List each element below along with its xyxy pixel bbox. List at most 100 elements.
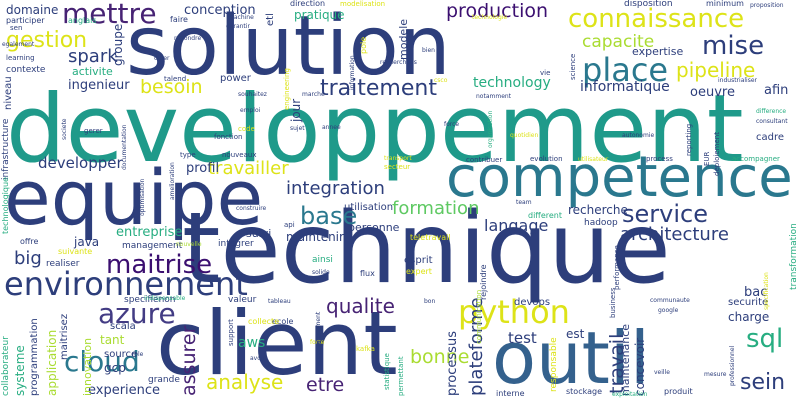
word-entreprise: entreprise	[116, 225, 183, 240]
word-concevoir: concevoir	[633, 337, 647, 396]
word-evolution: evolution	[530, 155, 563, 163]
word-secteur: secteur	[384, 163, 411, 171]
word-collecte: collecte	[248, 317, 280, 326]
word-responsable: responsable	[549, 337, 559, 392]
word-technologique: technologique	[1, 177, 10, 234]
word-suivante: suivante	[58, 247, 93, 256]
word-creer: creer	[154, 55, 170, 62]
word-conception: conception	[184, 3, 256, 18]
word-ainsi: ainsi	[312, 255, 333, 265]
word-developpement: developpement	[6, 75, 744, 184]
word-direction: direction	[290, 0, 326, 8]
word-optimisation: optimisation	[139, 178, 146, 216]
word-sujet: sujet	[290, 125, 305, 132]
word-exploitation: exploitation	[612, 391, 648, 398]
word-niveau: niveau	[3, 76, 14, 110]
word-annee: annee	[322, 124, 341, 131]
word-technology: technology	[473, 75, 551, 91]
word-notamment: notamment	[476, 93, 512, 100]
word-client: client	[156, 292, 398, 395]
word-code: code	[238, 125, 255, 133]
word-maintenance: maintenance	[619, 323, 632, 396]
word-documentation: documentation	[121, 124, 128, 170]
word-repondre: repondre	[174, 35, 202, 42]
word-grande: grande	[148, 375, 180, 385]
word-experience: experience	[88, 383, 161, 398]
word-innovation: innovation	[81, 337, 94, 396]
word-jour: jour	[289, 98, 303, 122]
word-langage: langage	[484, 216, 549, 235]
word-eur: EUR	[703, 151, 711, 166]
word-suivi: suivi	[246, 227, 272, 240]
word-forte: forte	[310, 339, 325, 346]
word-source: source	[104, 349, 138, 360]
word-autonomie: autonomie	[622, 132, 655, 139]
word-flux: flux	[360, 269, 375, 278]
word-capacite: capacite	[582, 32, 655, 52]
word-gerer: gerer	[84, 127, 103, 135]
word-nouveaux: nouveaux	[222, 151, 257, 159]
word-besoin: besoin	[140, 76, 203, 98]
word-machine: machine	[228, 14, 254, 21]
word-professionnel: professionnel	[729, 345, 736, 386]
word-competence: competence	[446, 145, 793, 210]
word-consultant: consultant	[756, 118, 788, 125]
word-emploi: emploi	[240, 107, 261, 114]
word-produit: produit	[664, 387, 693, 396]
word-participer: participer	[6, 16, 45, 25]
word-aws: aws	[238, 335, 266, 351]
word-gcp: gcp	[104, 361, 126, 375]
word-industrialiser: industrialiser	[718, 77, 757, 84]
word-transformation: transformation	[789, 223, 799, 290]
word-kafka: kafka	[356, 345, 375, 353]
word-learning: learning	[6, 54, 35, 62]
word-modele: modele	[397, 18, 410, 60]
word-maitrise: maitrise	[106, 250, 213, 280]
word-accompagner: accompagner	[732, 155, 780, 163]
word-avoir: avoir	[250, 355, 266, 362]
word-sen: sen	[10, 24, 23, 32]
word-expertise: expertise	[632, 45, 684, 58]
word-assurer: assurer	[178, 325, 200, 396]
word-csco: csco	[434, 77, 448, 84]
word-maintenir: maintenir	[286, 230, 344, 244]
word-outil: outil	[492, 316, 650, 400]
word-permettant: permettant	[397, 356, 405, 396]
word-engineering: engineering	[283, 68, 291, 110]
word-quotidien: quotidien	[510, 132, 539, 139]
word-talend: talend	[164, 75, 187, 83]
word-cloud: cloud	[64, 345, 140, 378]
word-statistique: statistique	[383, 353, 391, 390]
word-architecture: architecture	[620, 224, 729, 245]
word-etl: etl	[265, 13, 276, 26]
word-esprit: esprit	[404, 255, 433, 266]
word-mesure: mesure	[704, 371, 727, 378]
word-etre: etre	[306, 374, 345, 396]
word-communaute: communaute	[650, 297, 690, 304]
word-bien: bien	[422, 47, 435, 54]
word-accompagnement: accompagnement	[315, 311, 322, 366]
word-collaborateur: collaborateur	[1, 336, 11, 396]
word-activite: activite	[72, 65, 113, 78]
word-oeuvre: oeuvre	[690, 85, 735, 100]
word-communication: communication	[475, 289, 483, 344]
word-pole: pole	[359, 36, 368, 54]
word-environnement: environnement	[4, 265, 248, 303]
word-python: python	[458, 293, 570, 331]
word-qualite: qualite	[326, 294, 395, 318]
word-sein: sein	[740, 370, 786, 395]
word-minimum: minimum	[706, 0, 744, 8]
word-ingenieur: ingenieur	[68, 78, 130, 93]
word-application: application	[45, 329, 59, 396]
word-bac: bac	[744, 285, 768, 300]
word-proposition: proposition	[750, 2, 784, 9]
word-science: science	[569, 53, 577, 80]
word-team: team	[516, 199, 532, 206]
word-devops: devops	[514, 297, 551, 308]
word-service: service	[622, 200, 708, 228]
word-reporting: reporting	[685, 123, 693, 156]
word-process: process	[646, 155, 673, 163]
word-azure: azure	[98, 297, 176, 330]
word-solution: solution	[126, 0, 451, 94]
